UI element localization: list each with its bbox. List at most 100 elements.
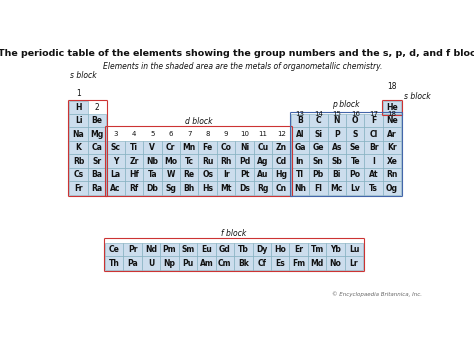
- Bar: [88, 141, 106, 154]
- Text: Se: Se: [350, 143, 361, 152]
- Bar: [365, 114, 383, 127]
- Text: Ti: Ti: [130, 143, 138, 152]
- Text: 14: 14: [314, 111, 323, 117]
- Bar: [143, 168, 162, 181]
- Text: 2: 2: [95, 103, 100, 112]
- Bar: [328, 181, 346, 195]
- Text: C: C: [316, 116, 321, 125]
- Text: Ge: Ge: [312, 143, 324, 152]
- Bar: [69, 168, 88, 181]
- Bar: [235, 168, 254, 181]
- Text: Xe: Xe: [387, 157, 398, 166]
- Bar: [253, 256, 271, 270]
- Bar: [346, 181, 365, 195]
- Bar: [88, 114, 106, 127]
- Bar: [290, 243, 308, 256]
- Text: Tm: Tm: [310, 245, 324, 254]
- Text: Ag: Ag: [257, 157, 269, 166]
- Bar: [290, 256, 308, 270]
- Text: Ce: Ce: [109, 245, 119, 254]
- Text: Bi: Bi: [333, 170, 341, 179]
- Text: Fe: Fe: [202, 143, 213, 152]
- Text: 18: 18: [387, 82, 397, 91]
- Bar: [328, 168, 346, 181]
- Bar: [162, 154, 180, 168]
- Text: Ne: Ne: [386, 116, 398, 125]
- Text: Tl: Tl: [296, 170, 304, 179]
- Bar: [180, 181, 199, 195]
- Text: Lv: Lv: [350, 184, 360, 192]
- Text: Lr: Lr: [350, 259, 358, 268]
- Bar: [69, 154, 88, 168]
- Bar: [346, 127, 365, 141]
- Text: Fr: Fr: [74, 184, 83, 192]
- Text: B: B: [297, 116, 303, 125]
- Text: 10: 10: [240, 131, 249, 137]
- Bar: [180, 168, 199, 181]
- Bar: [69, 100, 88, 114]
- Text: N: N: [334, 116, 340, 125]
- Bar: [235, 141, 254, 154]
- Bar: [328, 141, 346, 154]
- Text: The periodic table of the elements showing the group numbers and the s, p, d, an: The periodic table of the elements showi…: [0, 49, 474, 58]
- Text: Be: Be: [91, 116, 102, 125]
- Bar: [253, 243, 271, 256]
- Text: Bk: Bk: [238, 259, 249, 268]
- Bar: [217, 181, 235, 195]
- Bar: [346, 141, 365, 154]
- Bar: [160, 243, 179, 256]
- Bar: [309, 127, 328, 141]
- Text: Ra: Ra: [91, 184, 102, 192]
- Text: 18: 18: [388, 111, 397, 117]
- Text: Fl: Fl: [314, 184, 322, 192]
- Text: Ga: Ga: [294, 143, 306, 152]
- Text: Mo: Mo: [164, 157, 177, 166]
- Bar: [309, 141, 328, 154]
- Text: W: W: [166, 170, 175, 179]
- Text: Pb: Pb: [313, 170, 324, 179]
- Text: Sb: Sb: [331, 157, 342, 166]
- Text: Mc: Mc: [330, 184, 343, 192]
- Text: Sn: Sn: [313, 157, 324, 166]
- Text: Zr: Zr: [129, 157, 138, 166]
- Bar: [69, 114, 88, 127]
- Text: Te: Te: [350, 157, 360, 166]
- Bar: [162, 181, 180, 195]
- Text: Cr: Cr: [166, 143, 175, 152]
- Text: Am: Am: [200, 259, 213, 268]
- Bar: [88, 127, 106, 141]
- Text: Mt: Mt: [220, 184, 232, 192]
- Text: Mn: Mn: [182, 143, 196, 152]
- Text: Sm: Sm: [182, 245, 195, 254]
- Text: Gd: Gd: [219, 245, 231, 254]
- Text: Ta: Ta: [147, 170, 157, 179]
- Text: Og: Og: [386, 184, 398, 192]
- Text: f block: f block: [221, 229, 246, 238]
- Text: Cf: Cf: [257, 259, 266, 268]
- Text: Hf: Hf: [129, 170, 139, 179]
- Bar: [365, 141, 383, 154]
- Bar: [272, 154, 291, 168]
- Bar: [88, 181, 106, 195]
- Text: Au: Au: [257, 170, 269, 179]
- Bar: [199, 181, 217, 195]
- Text: Si: Si: [314, 130, 322, 139]
- Bar: [383, 154, 401, 168]
- Bar: [291, 181, 309, 195]
- Bar: [383, 127, 401, 141]
- Bar: [106, 181, 125, 195]
- Bar: [383, 114, 401, 127]
- Text: Rb: Rb: [73, 157, 84, 166]
- Bar: [105, 243, 123, 256]
- Text: Os: Os: [202, 170, 213, 179]
- Bar: [143, 154, 162, 168]
- Bar: [309, 154, 328, 168]
- Bar: [291, 168, 309, 181]
- Bar: [365, 127, 383, 141]
- Text: Rn: Rn: [386, 170, 398, 179]
- Bar: [346, 154, 365, 168]
- Text: s block: s block: [70, 71, 97, 80]
- Text: 15: 15: [332, 111, 341, 117]
- Bar: [160, 256, 179, 270]
- Text: Sc: Sc: [110, 143, 120, 152]
